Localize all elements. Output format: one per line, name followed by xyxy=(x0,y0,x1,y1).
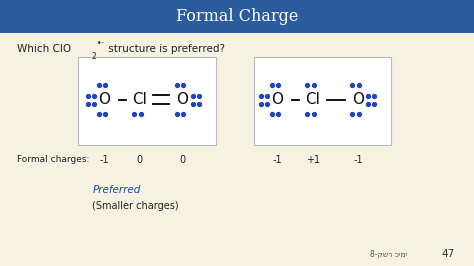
Text: 2: 2 xyxy=(91,52,96,61)
Text: •⁻: •⁻ xyxy=(97,39,106,48)
Text: O: O xyxy=(352,92,364,107)
Text: -1: -1 xyxy=(273,155,282,165)
Text: 8-קשר כימי: 8-קשר כימי xyxy=(370,250,407,259)
Text: +1: +1 xyxy=(306,155,320,165)
FancyBboxPatch shape xyxy=(78,57,216,145)
Text: 47: 47 xyxy=(442,249,455,259)
Text: -1: -1 xyxy=(100,155,109,165)
FancyBboxPatch shape xyxy=(254,57,391,145)
Text: O: O xyxy=(176,92,189,107)
Text: O: O xyxy=(98,92,110,107)
Text: 0: 0 xyxy=(180,155,185,165)
Text: 0: 0 xyxy=(137,155,143,165)
FancyBboxPatch shape xyxy=(0,0,474,33)
Text: Cl: Cl xyxy=(132,92,147,107)
Text: Preferred: Preferred xyxy=(92,185,141,195)
Text: (Smaller charges): (Smaller charges) xyxy=(92,201,179,211)
Text: -1: -1 xyxy=(353,155,363,165)
Text: structure is preferred?: structure is preferred? xyxy=(105,44,225,54)
Text: Which ClO: Which ClO xyxy=(17,44,71,54)
Text: O: O xyxy=(271,92,283,107)
Text: Formal charges:: Formal charges: xyxy=(17,155,89,164)
Text: Cl: Cl xyxy=(305,92,320,107)
Text: Formal Charge: Formal Charge xyxy=(176,8,298,25)
